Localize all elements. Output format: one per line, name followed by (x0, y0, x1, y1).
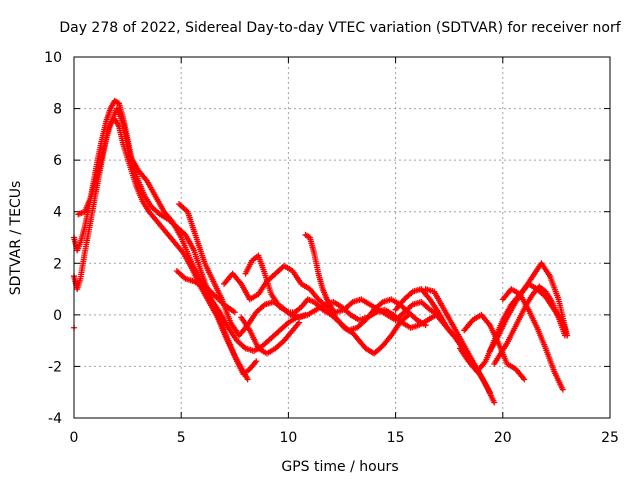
x-tick-label: 0 (70, 430, 79, 446)
x-tick-label: 25 (601, 430, 619, 446)
y-tick-label: 6 (53, 153, 62, 169)
data-point (296, 319, 303, 326)
y-tick-label: 8 (53, 102, 62, 118)
plot-frame (73, 56, 611, 419)
y-tick-label: -2 (48, 359, 62, 375)
data-point (491, 399, 498, 406)
chart-title: Day 278 of 2022, Sidereal Day-to-day VTE… (59, 20, 621, 36)
data-point (253, 358, 260, 365)
data-point (405, 311, 412, 318)
y-tick-label: 0 (53, 308, 62, 324)
data-point (231, 309, 238, 316)
series-arc-11 (422, 286, 498, 406)
x-tick-label: 20 (494, 430, 512, 446)
series-arc-15 (499, 286, 566, 393)
y-tick-label: 10 (44, 50, 62, 66)
data-point (561, 332, 568, 339)
series-arc-7 (221, 262, 442, 324)
x-tick-label: 10 (279, 430, 297, 446)
series-arc-8 (238, 314, 303, 357)
data-points (71, 97, 571, 406)
x-axis-label: GPS time / hours (281, 459, 398, 475)
y-tick-label: -4 (48, 411, 62, 427)
y-tick-label: 2 (53, 256, 62, 272)
x-tick-label: 5 (177, 430, 186, 446)
series-arc-16 (491, 283, 568, 367)
data-point (244, 376, 251, 383)
data-point (559, 386, 566, 393)
y-tick-label: 4 (53, 205, 62, 221)
series-arc-9 (302, 231, 412, 357)
data-point (422, 322, 429, 329)
data-point (521, 376, 528, 383)
y-axis-label: SDTVAR / TECUs (8, 181, 24, 296)
x-tick-label: 15 (387, 430, 405, 446)
